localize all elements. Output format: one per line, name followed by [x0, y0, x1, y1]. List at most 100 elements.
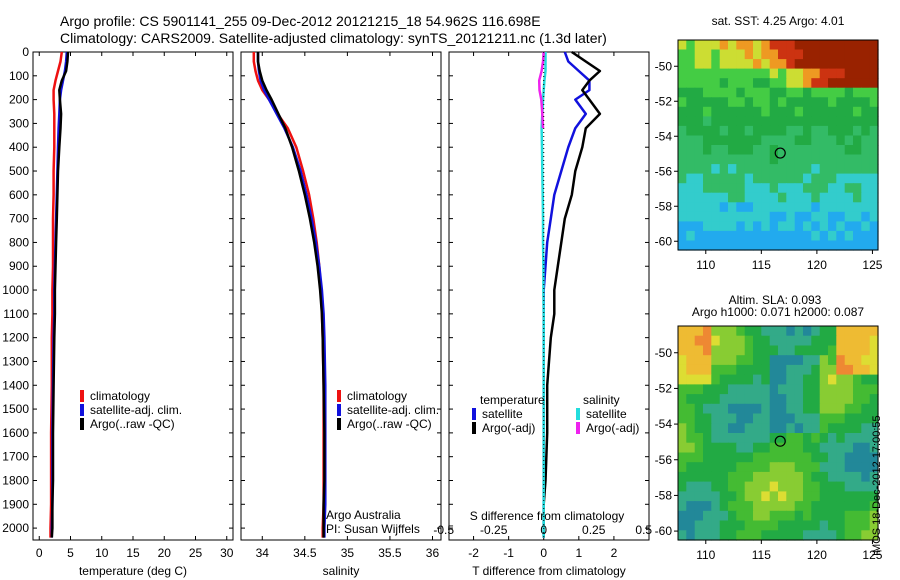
heatmap-cell — [761, 40, 771, 51]
heatmap-cell — [836, 355, 846, 366]
heatmap-cell — [753, 49, 762, 60]
heatmap-cell — [719, 135, 729, 146]
panel-frame — [240, 51, 442, 541]
heatmap-cell — [761, 240, 771, 251]
heatmap-cell — [869, 192, 879, 203]
heatmap-cell — [744, 413, 754, 424]
heatmap-cell — [861, 481, 871, 492]
heatmap-cell — [778, 345, 787, 356]
heatmap-cell — [811, 97, 821, 108]
heatmap-cell — [753, 345, 762, 356]
heatmap-cell — [736, 116, 746, 127]
heatmap-cell — [844, 40, 854, 51]
heatmap-cell — [836, 384, 846, 395]
heatmap-cell — [719, 211, 729, 222]
x-tick-label: 125 — [862, 548, 882, 562]
heatmap-cell — [794, 442, 804, 453]
heatmap-cell — [803, 501, 812, 512]
heatmap-cell — [861, 530, 871, 541]
heatmap-cell — [828, 173, 837, 184]
heatmap-cell — [769, 374, 779, 385]
heatmap-cell — [711, 240, 721, 251]
map-frame — [677, 39, 879, 251]
heatmap-cell — [819, 481, 829, 492]
heatmap-cell — [794, 413, 804, 424]
heatmap-cell — [828, 530, 837, 541]
heatmap-cell — [778, 384, 787, 395]
heatmap-cell — [744, 520, 754, 531]
heatmap-cell — [719, 452, 729, 463]
heatmap-cell — [744, 173, 754, 184]
heatmap-cell — [678, 164, 687, 175]
heatmap-cell — [794, 192, 804, 203]
heatmap-cell — [786, 192, 796, 203]
heatmap-cell — [811, 135, 821, 146]
heatmap-cell — [811, 240, 821, 251]
heatmap-cell — [853, 433, 862, 444]
heatmap-cell — [694, 403, 704, 415]
heatmap-cell — [836, 59, 846, 70]
heatmap-cell — [711, 384, 721, 395]
heatmap-cell — [753, 173, 762, 184]
heatmap-cell — [786, 135, 796, 146]
heatmap-cell — [719, 520, 729, 531]
heatmap-cell — [769, 501, 779, 512]
heatmap-cell — [728, 106, 737, 117]
heatmap-cell — [828, 335, 837, 346]
heatmap-cell — [844, 491, 854, 502]
heatmap-cell — [828, 78, 837, 89]
heatmap-cell — [769, 97, 779, 108]
heatmap-cell — [819, 78, 829, 89]
heatmap-cell — [703, 145, 712, 156]
heatmap-cell — [803, 491, 812, 502]
heatmap-cell — [769, 491, 779, 502]
heatmap-cell — [836, 116, 846, 127]
heatmap-cell — [703, 106, 712, 117]
series-line — [542, 50, 602, 538]
legend-swatch — [337, 390, 341, 402]
heatmap-cell — [803, 59, 812, 70]
map-subtitle-sla: Argo h1000: 0.071 h2000: 0.087 — [692, 305, 864, 319]
heatmap-cell — [803, 335, 812, 346]
heatmap-cell — [844, 154, 854, 165]
heatmap-cell — [769, 462, 779, 473]
heatmap-cell — [703, 326, 712, 337]
map-title-sst: sat. SST: 4.25 Argo: 4.01 — [712, 14, 845, 28]
heatmap-cell — [861, 49, 871, 60]
heatmap-cell — [828, 413, 837, 424]
heatmap-cell — [678, 491, 687, 502]
heatmap-cell — [861, 97, 871, 108]
heatmap-cell — [828, 230, 837, 241]
heatmap-cell — [869, 481, 879, 492]
heatmap-cell — [728, 442, 737, 453]
heatmap-cell — [811, 59, 821, 70]
heatmap-cell — [719, 173, 729, 184]
heatmap-cell — [803, 97, 812, 108]
heatmap-cell — [719, 68, 729, 79]
heatmap-cell — [678, 510, 687, 522]
heatmap-cell — [853, 154, 862, 165]
heatmap-cell — [786, 164, 796, 175]
heatmap-cell — [786, 452, 796, 463]
heatmap-cell — [803, 364, 812, 376]
heatmap-cell — [861, 384, 871, 395]
heatmap-cell — [744, 40, 754, 51]
heatmap-cell — [694, 87, 704, 98]
heatmap-cell — [719, 374, 729, 385]
heatmap-cell — [761, 423, 771, 434]
heatmap-cell — [828, 501, 837, 512]
heatmap-cell — [703, 59, 712, 70]
heatmap-cell — [678, 355, 687, 366]
heatmap-cell — [869, 510, 879, 522]
heatmap-cell — [778, 202, 787, 213]
top-x-tick-label: 0.25 — [582, 523, 606, 537]
heatmap-cell — [853, 192, 862, 203]
heatmap-cell — [686, 78, 696, 89]
heatmap-cell — [744, 403, 754, 415]
heatmap-cell — [819, 106, 829, 117]
heatmap-cell — [778, 230, 787, 241]
heatmap-cell — [861, 433, 871, 444]
heatmap-cell — [811, 40, 821, 51]
heatmap-cell — [719, 335, 729, 346]
heatmap-cell — [728, 423, 737, 434]
